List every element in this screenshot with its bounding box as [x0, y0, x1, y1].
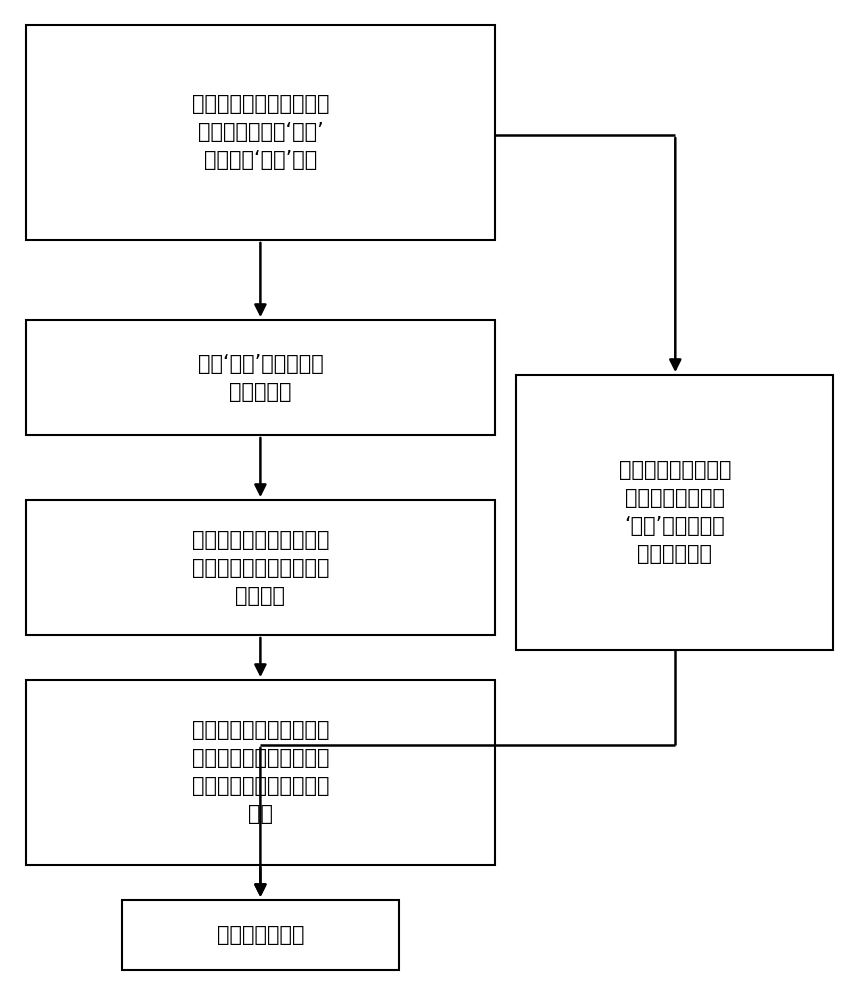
Text: 根据热控涂层初末期
吸收率的不同计算
‘日凌’时刻电加热
器的加载功耗: 根据热控涂层初末期 吸收率的不同计算 ‘日凌’时刻电加热 器的加载功耗: [619, 460, 731, 564]
Text: 根据运动模拟器的转动角
度以及遥感器尺寸选择太
阳模拟器: 根据运动模拟器的转动角 度以及遥感器尺寸选择太 阳模拟器: [192, 530, 329, 605]
Bar: [122, 900, 399, 970]
Text: 计算外热流，确定外热流
模拟方案，分为‘日凌’
时刻与非‘日凌’时刻: 计算外热流，确定外热流 模拟方案，分为‘日凌’ 时刻与非‘日凌’时刻: [192, 95, 329, 170]
Text: 安装电加热器、光学遥感
器，放置在真空罐内，太
阳模拟器光斑以外，准备
试验: 安装电加热器、光学遥感 器，放置在真空罐内，太 阳模拟器光斑以外，准备 试验: [192, 720, 329, 824]
Bar: [516, 375, 833, 650]
Text: 进行外热流加载: 进行外热流加载: [217, 925, 304, 945]
Bar: [26, 680, 495, 865]
Text: 根据‘日凌’时间段设计
运动模拟器: 根据‘日凌’时间段设计 运动模拟器: [198, 354, 323, 402]
Bar: [26, 25, 495, 240]
Bar: [26, 500, 495, 635]
Bar: [26, 320, 495, 435]
